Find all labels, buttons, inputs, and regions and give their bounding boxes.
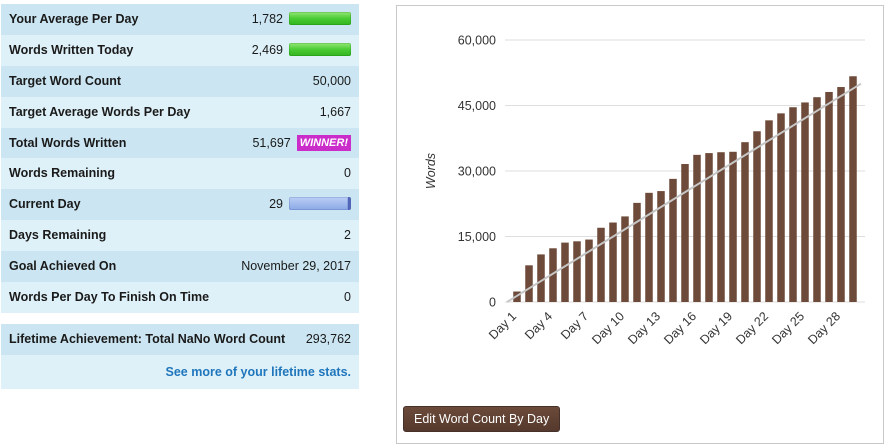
svg-text:30,000: 30,000: [458, 165, 496, 179]
lifetime-stats-link[interactable]: See more of your lifetime stats.: [165, 364, 351, 379]
stat-value: 2: [344, 228, 351, 243]
stat-row-words-today: Words Written Today 2,469: [1, 34, 359, 66]
stat-value: November 29, 2017: [241, 259, 351, 273]
stat-label: Target Average Words Per Day: [9, 104, 191, 119]
svg-text:0: 0: [489, 296, 496, 310]
stat-row-days-remaining: Days Remaining 2: [1, 220, 359, 251]
lifetime-panel: Lifetime Achievement: Total NaNo Word Co…: [1, 323, 359, 389]
stat-label: Words Written Today: [9, 42, 134, 57]
stat-value: 50,000: [312, 73, 351, 88]
svg-text:Day 19: Day 19: [697, 309, 735, 347]
stat-value: 0: [344, 289, 351, 304]
stat-row-target-average: Target Average Words Per Day 1,667: [1, 96, 359, 128]
stat-value: 1,667: [319, 104, 351, 119]
stat-label: Days Remaining: [9, 228, 107, 243]
current-day-bar: [289, 197, 351, 211]
svg-text:Day 1: Day 1: [486, 309, 519, 342]
winner-badge: WINNER!: [296, 134, 351, 152]
stat-row-lifetime-total: Lifetime Achievement: Total NaNo Word Co…: [1, 323, 359, 355]
lifetime-link-row: See more of your lifetime stats.: [1, 354, 359, 389]
stat-value: 2,469: [251, 42, 283, 57]
svg-text:Day 13: Day 13: [625, 309, 663, 347]
stat-value: 51,697: [252, 135, 291, 150]
svg-text:Day 7: Day 7: [558, 309, 591, 342]
svg-text:Day 4: Day 4: [522, 309, 555, 342]
svg-text:Day 10: Day 10: [589, 309, 627, 347]
average-progress-bar: [289, 12, 351, 25]
svg-text:45,000: 45,000: [458, 99, 496, 113]
word-count-chart-card: 0 15,000 30,000 45,000 60,000 Words Day 1 Day 4…: [396, 5, 884, 444]
stat-value: 293,762: [305, 331, 351, 346]
svg-text:60,000: 60,000: [458, 34, 496, 48]
stat-label: Current Day: [9, 197, 81, 212]
stat-row-average-per-day: Your Average Per Day 1,782: [1, 4, 359, 35]
stat-label: Target Word Count: [9, 73, 122, 88]
stat-row-total-words: Total Words Written 51,697 WINNER!: [1, 127, 359, 159]
stat-label: Words Remaining: [9, 166, 116, 181]
stat-label: Your Average Per Day: [9, 12, 139, 26]
stat-row-words-per-day-to-finish: Words Per Day To Finish On Time 0: [1, 281, 359, 313]
stat-row-target-word-count: Target Word Count 50,000: [1, 65, 359, 97]
word-count-chart: 0 15,000 30,000 45,000 60,000 Words Day 1 Day 4…: [424, 34, 865, 347]
stats-panel: Your Average Per Day 1,782 Words Written…: [1, 4, 359, 313]
stat-value: 1,782: [251, 12, 283, 26]
stat-row-goal-achieved: Goal Achieved On November 29, 2017: [1, 251, 359, 282]
stats-column: Your Average Per Day 1,782 Words Written…: [1, 4, 359, 444]
stat-value: 29: [269, 197, 283, 212]
stat-label: Total Words Written: [9, 135, 127, 150]
svg-text:Day 22: Day 22: [733, 309, 771, 347]
stat-row-words-remaining: Words Remaining 0: [1, 158, 359, 190]
stat-row-current-day: Current Day 29: [1, 189, 359, 221]
svg-text:Words: Words: [424, 153, 438, 189]
svg-text:Day 28: Day 28: [805, 309, 843, 347]
stat-label: Goal Achieved On: [9, 259, 117, 273]
edit-word-count-button[interactable]: Edit Word Count By Day: [403, 406, 561, 432]
stat-value: 0: [344, 166, 351, 181]
svg-text:Day 25: Day 25: [769, 309, 807, 347]
svg-text:Day 16: Day 16: [661, 309, 699, 347]
today-progress-bar: [289, 42, 351, 56]
svg-text:15,000: 15,000: [458, 230, 496, 244]
stat-label: Lifetime Achievement: Total NaNo Word Co…: [9, 331, 286, 346]
stat-label: Words Per Day To Finish On Time: [9, 289, 210, 304]
